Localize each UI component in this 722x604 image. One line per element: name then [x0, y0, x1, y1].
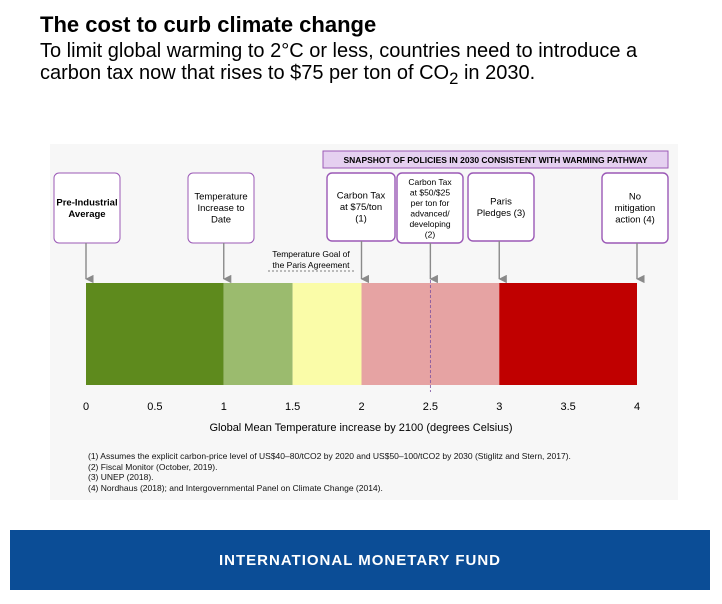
x-tick-label: 0.5	[147, 401, 162, 413]
annotation-text: Temperature	[194, 192, 247, 203]
paris-goal-label: Temperature Goal of	[272, 249, 350, 259]
bar-segment	[86, 283, 224, 385]
annotation-box	[187, 172, 255, 244]
annotation-text: Pledges (3)	[477, 208, 526, 219]
subtitle-text-end: in 2030.	[458, 62, 536, 84]
footer-label: INTERNATIONAL MONETARY FUND	[219, 551, 501, 569]
subtitle-text: To limit global warming to 2°C or less, …	[40, 40, 638, 84]
x-tick-label: 3	[496, 401, 502, 413]
footnote: (2) Fiscal Monitor (October, 2019).	[88, 461, 218, 472]
annotation-text: Paris	[490, 196, 512, 207]
x-axis-label: Global Mean Temperature increase by 2100…	[209, 422, 512, 434]
annotation-text: Date	[211, 215, 231, 226]
x-tick-label: 2	[358, 401, 364, 413]
snapshot-banner-label: SNAPSHOT OF POLICIES IN 2030 CONSISTENT …	[344, 155, 648, 165]
annotation-text: at $50/$25	[410, 187, 450, 197]
annotation-box	[467, 172, 535, 242]
x-tick-label: 2.5	[423, 401, 438, 413]
annotation-text: action (4)	[615, 215, 655, 226]
subtitle-subscript: 2	[449, 69, 459, 88]
annotation-text: Average	[68, 209, 105, 220]
annotation-text: No	[629, 192, 641, 203]
bar-segment	[223, 283, 293, 385]
x-tick-label: 4	[634, 401, 640, 413]
annotation-text: (2)	[425, 229, 436, 239]
imf-footer-banner: INTERNATIONAL MONETARY FUND	[10, 530, 710, 590]
annotation-text: per ton for	[411, 198, 450, 208]
snapshot-banner	[322, 150, 669, 169]
bar-segment	[292, 283, 362, 385]
x-tick-label: 1.5	[285, 401, 300, 413]
annotation-text: developing	[409, 219, 450, 229]
annotation-text: Increase to	[198, 203, 245, 214]
bar-segment	[361, 283, 500, 385]
x-tick-label: 3.5	[560, 401, 575, 413]
x-tick-label: 0	[83, 401, 89, 413]
annotation-text: Carbon Tax	[408, 177, 452, 187]
chart-title: The cost to curb climate change	[40, 12, 377, 37]
paris-goal-label: the Paris Agreement	[272, 260, 350, 270]
x-tick-label: 1	[221, 401, 227, 413]
annotation-text: Pre-Industrial	[56, 197, 117, 208]
annotation-text: mitigation	[615, 203, 656, 214]
footnotes: (1) Assumes the explicit carbon-price le…	[88, 451, 571, 493]
footnote: (3) UNEP (2018).	[88, 472, 154, 482]
annotation-box	[53, 172, 121, 244]
annotation-text: at $75/ton	[340, 202, 382, 213]
footnote: (1) Assumes the explicit carbon-price le…	[88, 451, 571, 461]
footnote: (4) Nordhaus (2018); and Intergovernment…	[88, 482, 383, 493]
annotation-text: (1)	[355, 214, 367, 225]
annotation-text: advanced/	[410, 208, 450, 218]
bar-segment	[499, 283, 637, 385]
annotation-box	[601, 172, 669, 244]
chart-subtitle: To limit global warming to 2°C or less, …	[40, 40, 680, 90]
annotation-text: Carbon Tax	[337, 191, 386, 202]
